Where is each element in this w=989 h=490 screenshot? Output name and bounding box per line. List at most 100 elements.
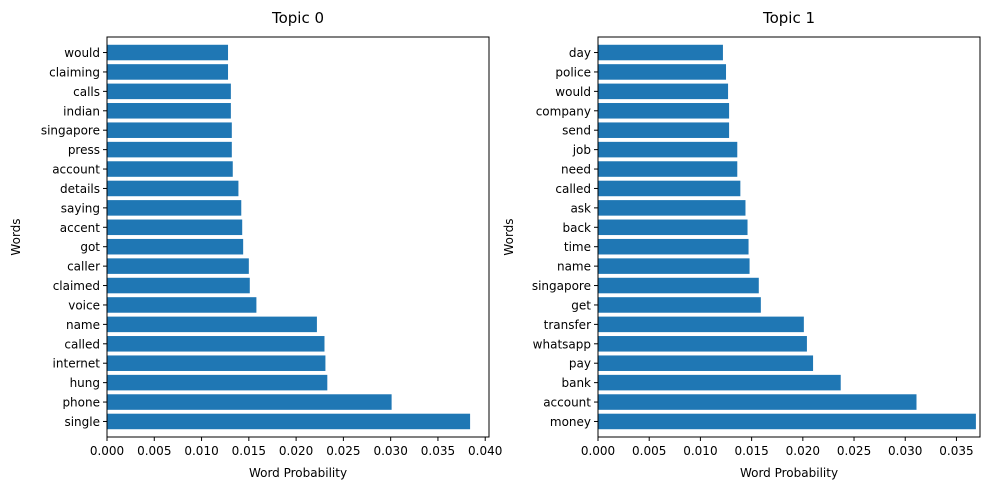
y-tick-label: singapore	[41, 124, 100, 138]
x-tick-label: 0.025	[837, 444, 871, 458]
plot-area-topic-0: single phone hung internet called name voice cl…	[41, 44, 502, 458]
x-tick-label: 0.005	[632, 444, 666, 458]
y-tick-label: account	[543, 396, 591, 410]
bar-whatsapp	[598, 336, 807, 352]
bar-internet	[107, 355, 326, 371]
y-tick-label: internet	[53, 357, 101, 371]
bar-bank	[598, 374, 841, 391]
y-tick-label: would	[555, 85, 591, 99]
bar-transfer	[598, 316, 804, 333]
bar-saying	[107, 200, 242, 216]
bar-accent	[107, 219, 243, 236]
y-tick-label: back	[562, 221, 591, 235]
bar-would	[598, 83, 729, 100]
bar-name	[598, 258, 750, 274]
bar-details	[107, 180, 239, 197]
x-tick-label: 0.020	[786, 444, 820, 458]
y-tick-label: send	[562, 124, 591, 138]
bar-police	[598, 64, 727, 80]
y-tick-label: accent	[60, 221, 101, 235]
bar-called	[598, 180, 741, 197]
y-tick-label: called	[64, 337, 100, 351]
x-tick-label: 0.000	[581, 444, 615, 458]
y-tick-label: singapore	[532, 279, 591, 293]
x-tick-label: 0.010	[184, 444, 218, 458]
x-tick-label: 0.015	[232, 444, 266, 458]
y-tick-label: day	[569, 46, 591, 60]
y-tick-label: bank	[561, 376, 591, 390]
bar-account	[598, 394, 917, 410]
x-tick-label: 0.035	[421, 444, 455, 458]
x-tick-label: 0.015	[734, 444, 768, 458]
bar-caller	[107, 258, 249, 274]
bar-company	[598, 103, 730, 119]
chart-title-topic-1: Topic 1	[762, 9, 815, 27]
chart-title-topic-0: Topic 0	[271, 9, 324, 27]
bar-need	[598, 161, 738, 177]
bar-would	[107, 44, 229, 61]
bar-hung	[107, 374, 328, 391]
bar-phone	[107, 394, 392, 410]
bar-account	[107, 161, 233, 177]
bar-singapore	[107, 122, 232, 138]
y-tick-label: pay	[569, 357, 591, 371]
x-tick-label: 0.020	[279, 444, 313, 458]
bar-time	[598, 238, 749, 255]
y-tick-label: account	[52, 163, 100, 177]
x-tick-label: 0.010	[683, 444, 717, 458]
y-tick-label: phone	[62, 396, 100, 410]
y-tick-label: single	[64, 415, 100, 429]
y-tick-label: police	[555, 65, 591, 79]
bar-send	[598, 122, 730, 138]
bar-claimed	[107, 277, 250, 294]
y-axis-label-topic-0: Words	[9, 218, 23, 255]
bar-called	[107, 336, 325, 352]
y-tick-label: details	[60, 182, 100, 196]
chart-panel-topic-0: single phone hung internet called name voice cl…	[9, 9, 502, 480]
y-tick-label: voice	[68, 298, 100, 312]
chart-panel-topic-1: money account bank pay whatsapp transfer get si…	[502, 9, 981, 480]
bar-calls	[107, 83, 231, 100]
bar-pay	[598, 355, 814, 371]
bar-press	[107, 141, 232, 158]
bar-claiming	[107, 64, 229, 80]
y-axis-label-topic-1: Words	[502, 218, 516, 255]
bar-job	[598, 141, 738, 158]
y-tick-label: got	[80, 240, 100, 254]
bar-day	[598, 44, 723, 61]
y-tick-label: hung	[70, 376, 100, 390]
bar-voice	[107, 297, 257, 313]
x-tick-label: 0.005	[137, 444, 171, 458]
x-tick-label: 0.030	[888, 444, 922, 458]
y-tick-label: company	[536, 104, 591, 118]
bar-back	[598, 219, 748, 236]
y-tick-label: money	[550, 415, 591, 429]
x-axis-label-topic-1: Word Probability	[740, 466, 838, 480]
bar-indian	[107, 103, 231, 119]
y-tick-label: calls	[73, 85, 100, 99]
y-tick-label: name	[557, 260, 591, 274]
axes-frame-topic-0	[106, 36, 490, 438]
y-tick-label: indian	[63, 104, 100, 118]
y-tick-label: time	[564, 240, 591, 254]
y-tick-label: whatsapp	[533, 337, 591, 351]
y-tick-label: saying	[61, 201, 100, 215]
y-tick-label: transfer	[544, 318, 591, 332]
axes-frame-topic-1	[597, 36, 981, 438]
x-axis-label-topic-0: Word Probability	[249, 466, 347, 480]
x-tick-label: 0.025	[326, 444, 360, 458]
bar-money	[598, 413, 976, 430]
x-tick-label: 0.040	[468, 444, 502, 458]
y-tick-label: called	[555, 182, 591, 196]
y-tick-label: claimed	[53, 279, 100, 293]
bar-single	[107, 413, 471, 430]
y-tick-label: name	[66, 318, 100, 332]
plot-area-topic-1: money account bank pay whatsapp transfer get si…	[532, 44, 976, 458]
y-tick-label: claiming	[49, 65, 100, 79]
y-tick-label: press	[68, 143, 100, 157]
y-tick-label: job	[572, 143, 591, 157]
bar-get	[598, 297, 761, 313]
y-tick-label: would	[64, 46, 100, 60]
x-tick-label: 0.035	[939, 444, 973, 458]
